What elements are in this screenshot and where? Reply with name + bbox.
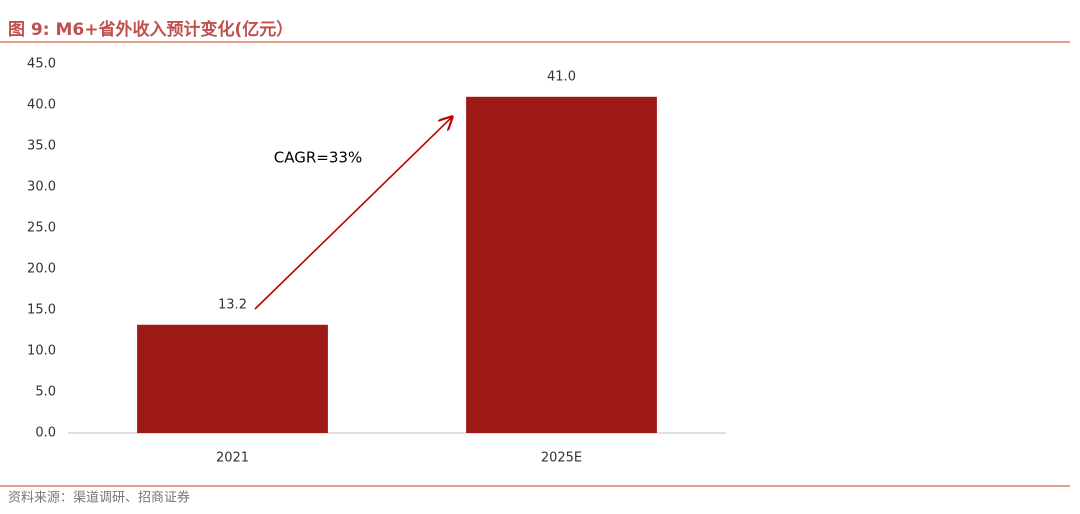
x-tick-label: 2021: [216, 451, 249, 466]
y-tick-label: 25.0: [27, 221, 56, 236]
y-tick-label: 0.0: [35, 426, 56, 441]
value-label: 41.0: [547, 69, 576, 84]
annotation: CAGR=33%: [274, 149, 362, 167]
y-tick-label: 20.0: [27, 262, 56, 277]
source: 资料来源：渠道调研、招商证券: [8, 490, 190, 506]
value-label: 13.2: [218, 297, 247, 312]
y-tick-label: 30.0: [27, 180, 56, 195]
chart-title: 图 9: M6+省外收入预计变化(亿元）: [8, 19, 293, 40]
bar: [137, 324, 328, 433]
bar: [466, 96, 657, 434]
y-tick-label: 5.0: [35, 385, 56, 400]
y-tick-label: 15.0: [27, 303, 56, 318]
growth-arrow: [254, 117, 452, 310]
y-tick-label: 40.0: [27, 98, 56, 113]
y-tick-label: 35.0: [27, 139, 56, 154]
y-tick-label: 45.0: [27, 57, 56, 72]
y-tick-label: 10.0: [27, 344, 56, 359]
x-tick-label: 2025E: [541, 451, 582, 466]
